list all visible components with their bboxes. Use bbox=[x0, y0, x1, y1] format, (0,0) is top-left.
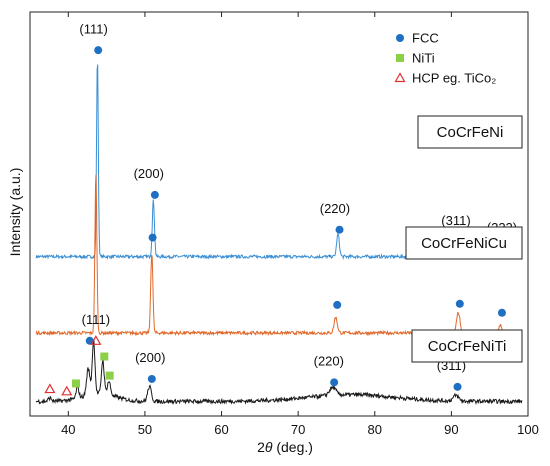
legend-label: HCP eg. TiCo₂ bbox=[412, 71, 496, 86]
fcc-marker bbox=[497, 308, 506, 317]
peak-label: (200) bbox=[134, 166, 164, 181]
fcc-marker bbox=[94, 46, 103, 55]
fcc-marker bbox=[333, 300, 342, 309]
fcc-marker bbox=[330, 378, 339, 387]
peak-label: (311) bbox=[441, 213, 470, 228]
label-group: (111)(200)(220)(311)(222)(111)(200)(220)… bbox=[79, 21, 523, 373]
peak-label: (200) bbox=[135, 350, 165, 365]
niti-marker bbox=[105, 371, 114, 380]
x-tick-label: 50 bbox=[138, 422, 152, 437]
x-tick-label: 80 bbox=[368, 422, 382, 437]
hcp-marker bbox=[90, 335, 102, 345]
legend: FCC NiTi HCP eg. TiCo₂ bbox=[394, 31, 496, 86]
niti-marker bbox=[100, 352, 109, 361]
x-tick-label: 100 bbox=[517, 422, 539, 437]
fcc-marker bbox=[150, 190, 159, 199]
fcc-marker bbox=[85, 336, 94, 345]
peak-label: (220) bbox=[320, 201, 350, 216]
hcp-marker bbox=[44, 383, 56, 394]
x-axis-label: 2θ (deg.) bbox=[257, 439, 313, 455]
fcc-marker bbox=[455, 299, 464, 308]
hcp-marker bbox=[61, 385, 73, 396]
legend-label: NiTi bbox=[412, 51, 435, 66]
plot-area: 40 50 60 70 80 90 100 bbox=[29, 11, 539, 437]
x-tick-label: 40 bbox=[61, 422, 75, 437]
legend-fcc-marker bbox=[396, 34, 404, 42]
fcc-marker bbox=[147, 374, 156, 383]
x-tick-label: 70 bbox=[291, 422, 305, 437]
legend-label: FCC bbox=[412, 31, 439, 46]
x-tick-label: 60 bbox=[214, 422, 228, 437]
plot-frame bbox=[29, 11, 529, 417]
peak-label: (111) bbox=[82, 312, 110, 327]
series-line-3 bbox=[35, 339, 523, 405]
sample-label: CoCrFeNi bbox=[437, 124, 504, 141]
fcc-marker bbox=[453, 382, 462, 391]
fcc-marker bbox=[148, 233, 157, 242]
x-tick-label: 90 bbox=[444, 422, 458, 437]
peak-label: (111) bbox=[79, 21, 107, 36]
sample-label-box bbox=[405, 226, 523, 260]
legend-hcp-marker bbox=[394, 72, 406, 83]
sample-label-box bbox=[417, 115, 523, 149]
niti-marker bbox=[71, 379, 80, 388]
y-axis-label: Intensity (a.u.) bbox=[7, 168, 23, 257]
sample-label: CoCrFeNiTi bbox=[428, 338, 507, 355]
sample-label-box bbox=[411, 329, 523, 363]
fcc-marker bbox=[335, 225, 344, 234]
legend-niti-marker bbox=[396, 54, 404, 62]
sample-label: CoCrFeNiCu bbox=[421, 235, 507, 252]
peak-label: (220) bbox=[314, 354, 344, 369]
